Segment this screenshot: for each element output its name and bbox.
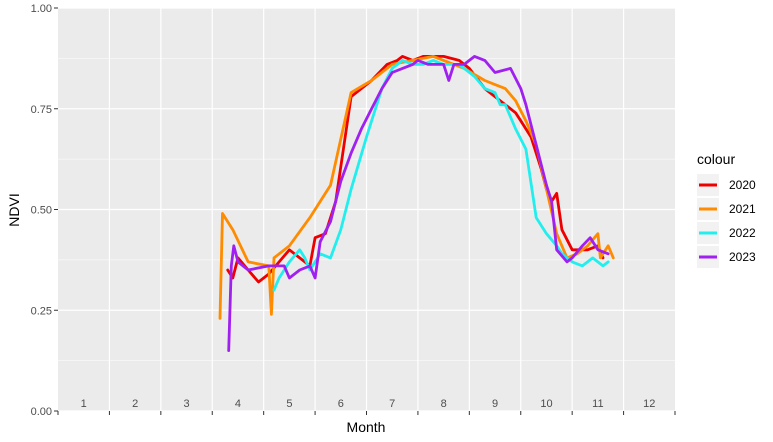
month-label: 10 — [540, 398, 552, 410]
y-axis-title: NDVI — [6, 193, 22, 226]
month-label: 5 — [286, 398, 292, 410]
y-tick-label: 1.00 — [31, 3, 52, 15]
month-label: 1 — [81, 398, 87, 410]
series-lines — [218, 55, 615, 353]
legend-label-2022: 2022 — [729, 226, 756, 240]
month-label: 2 — [132, 398, 138, 410]
month-label: 9 — [492, 398, 498, 410]
month-label: 11 — [592, 398, 603, 410]
legend-label-2020: 2020 — [729, 178, 756, 192]
series-line-2023 — [227, 55, 610, 353]
month-label: 8 — [441, 398, 447, 410]
month-label: 7 — [389, 398, 395, 410]
legend-title: colour — [697, 151, 735, 167]
month-label: 6 — [338, 398, 344, 410]
x-axis: 1 2 3 4 5 6 7 8 9 10 11 12 — [57, 398, 676, 415]
legend-items: 2020 2021 2022 2023 — [697, 174, 756, 268]
y-tick-label: 0.25 — [31, 305, 52, 317]
month-label: 4 — [235, 398, 241, 410]
legend-label-2023: 2023 — [729, 250, 756, 264]
grid-lines — [58, 7, 675, 412]
y-tick-label: 0.50 — [31, 205, 52, 217]
legend: colour 2020 2021 2022 2023 — [697, 151, 756, 268]
month-label: 3 — [183, 398, 189, 410]
y-axis: 0.00 0.25 0.50 0.75 1.00 — [31, 3, 58, 418]
y-tick-label: 0.75 — [31, 104, 52, 116]
legend-label-2021: 2021 — [729, 202, 756, 216]
y-tick-label: 0.00 — [31, 406, 52, 418]
x-axis-title: Month — [347, 419, 386, 435]
month-label: 12 — [643, 398, 655, 410]
